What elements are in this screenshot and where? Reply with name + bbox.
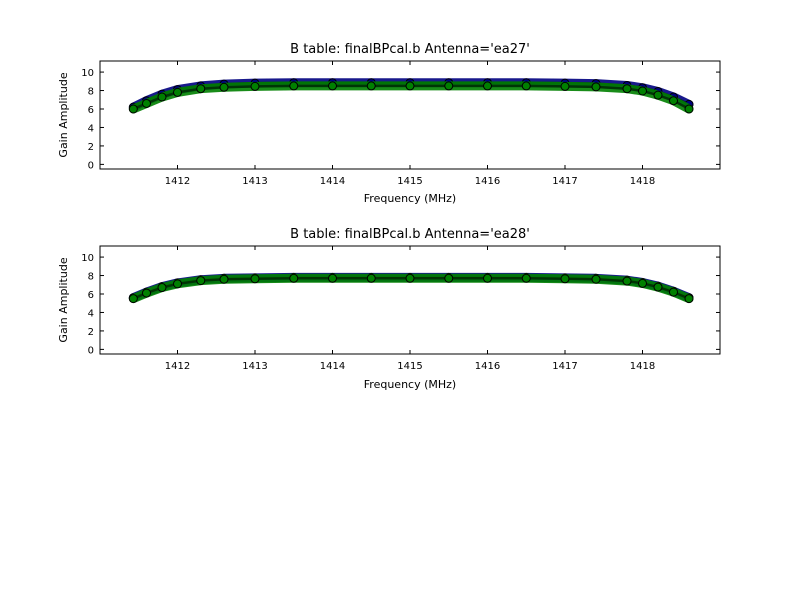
data-point [669,287,678,297]
data-point [483,273,492,283]
x-tick-label: 1414 [320,361,345,372]
x-tick-label: 1416 [475,361,500,372]
x-tick-label: 1412 [165,361,190,372]
x-tick-label: 1413 [242,361,267,372]
x-tick-label: 1415 [397,361,422,372]
data-point [173,279,182,289]
data-point [289,81,299,91]
series-1 [128,81,694,114]
data-point [157,92,167,102]
plot-frame [99,245,721,355]
y-tick-label: 4 [88,123,94,134]
series-1 [128,273,694,304]
x-tick-label: 1418 [630,176,655,187]
data-point [622,276,632,286]
data-point [653,282,663,292]
y-tick-label: 4 [88,308,94,319]
panel-ea28: B table: finalBPcal.b Antenna='ea28' Fre… [57,227,721,391]
data-point [638,86,647,96]
data-point [405,273,415,283]
data-point [250,274,260,284]
axis-ticks: 1412 1413 1414 1415 1416 1417 1418 0 2 4 6 8 10 [81,61,720,187]
data-point [483,81,492,91]
data-point [591,274,601,284]
data-point [128,104,138,114]
y-tick-label: 0 [88,345,94,356]
x-tick-label: 1418 [630,361,655,372]
data-point [366,273,376,283]
x-axis-label: Frequency (MHz) [364,378,456,391]
data-point [328,81,337,91]
x-axis-label: Frequency (MHz) [364,192,456,205]
data-point [173,87,182,97]
y-tick-label: 6 [88,105,94,116]
x-tick-label: 1417 [552,176,577,187]
y-axis-label: Gain Amplitude [57,257,70,342]
y-tick-label: 10 [81,253,94,264]
data-point [196,84,206,94]
plot-title: B table: finalBPcal.b Antenna='ea27' [290,42,530,57]
data-point [157,283,167,293]
data-point [560,81,570,91]
data-point [638,278,647,288]
panel-ea27: B table: finalBPcal.b Antenna='ea27' Fre… [57,42,721,205]
data-point [196,276,206,286]
data-point [444,81,454,91]
y-tick-label: 2 [88,327,94,338]
data-point [521,81,531,91]
data-points [128,272,694,304]
data-point [328,273,337,283]
plot-title: B table: finalBPcal.b Antenna='ea28' [290,227,530,242]
data-point [142,98,151,108]
plot-frame [99,60,721,170]
x-tick-label: 1417 [552,361,577,372]
data-point [219,82,229,92]
x-tick-label: 1415 [397,176,422,187]
data-point [591,82,601,92]
data-point [653,90,663,100]
data-point [622,84,632,94]
x-tick-label: 1412 [165,176,190,187]
axis-ticks: 1412 1413 1414 1415 1416 1417 1418 0 2 4 6 8 10 [81,246,720,372]
x-tick-label: 1413 [242,176,267,187]
data-point [669,96,678,106]
y-tick-label: 6 [88,290,94,301]
data-point [219,274,229,284]
data-point [684,294,694,304]
data-point [128,294,138,304]
y-tick-label: 10 [81,68,94,79]
data-point [405,81,415,91]
data-point [521,273,531,283]
x-tick-label: 1414 [320,176,345,187]
data-point [684,104,694,114]
data-point [289,273,299,283]
data-point [250,81,260,91]
data-point [560,274,570,284]
y-tick-label: 2 [88,142,94,153]
y-axis-label: Gain Amplitude [57,72,70,157]
data-point [444,273,454,283]
y-tick-label: 0 [88,160,94,171]
x-tick-label: 1416 [475,176,500,187]
data-point [366,81,376,91]
y-tick-label: 8 [88,272,94,283]
data-point [142,288,151,298]
data-points [128,78,694,114]
y-tick-label: 8 [88,87,94,98]
